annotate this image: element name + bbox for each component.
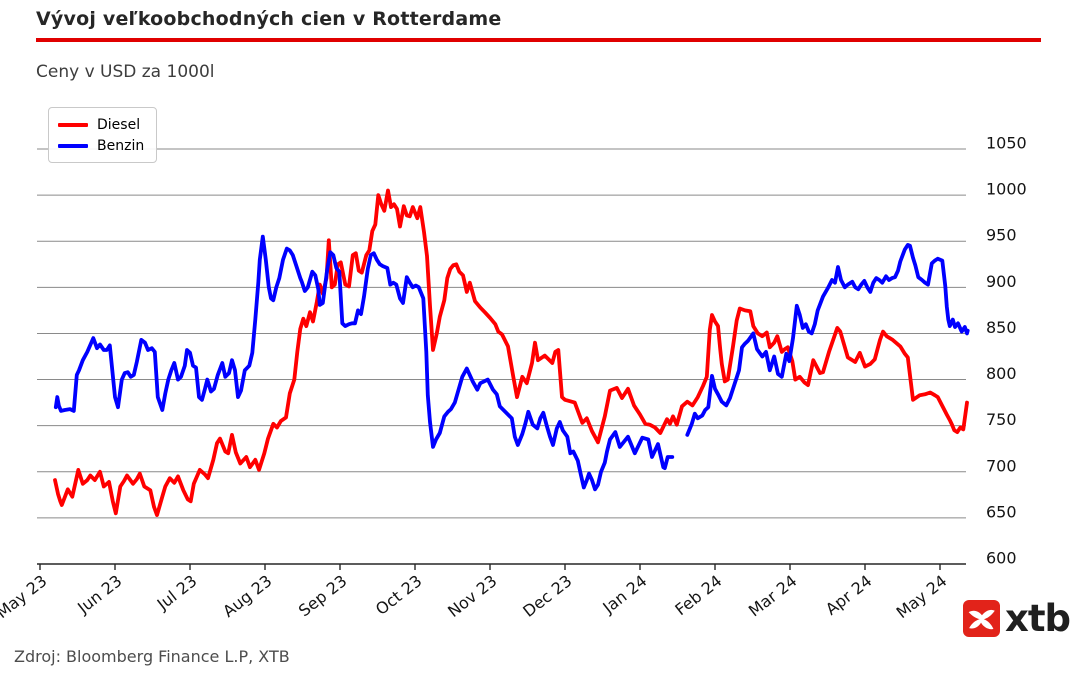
page-title: Vývoj veľkoobchodných cien v Rotterdame — [36, 8, 502, 30]
y-tick-label: 800 — [986, 364, 1017, 383]
title-underline — [36, 38, 1041, 42]
y-tick-label: 700 — [986, 456, 1017, 475]
x-tick-label: May 24 — [893, 571, 951, 622]
diesel-line-swatch — [58, 122, 88, 127]
x-tick-label: Sep 23 — [295, 571, 351, 620]
y-tick-label: 650 — [986, 502, 1017, 521]
xtb-logo-text: xtb — [1005, 597, 1071, 640]
y-tick-label: 1050 — [986, 134, 1027, 153]
y-tick-label: 600 — [986, 549, 1017, 568]
legend-item-diesel: Diesel — [58, 114, 144, 135]
x-tick-label: Nov 23 — [444, 571, 500, 621]
x-tick-label: Jan 24 — [598, 571, 650, 617]
source-note: Zdroj: Bloomberg Finance L.P, XTB — [14, 647, 290, 666]
xtb-logo: xtb — [963, 597, 1071, 640]
x-tick-label: Apr 24 — [822, 571, 876, 619]
chart-legend: Diesel Benzin — [48, 107, 158, 163]
x-tick-label: Jul 23 — [153, 571, 201, 614]
y-tick-label: 850 — [986, 318, 1017, 337]
y-tick-label: 950 — [986, 226, 1017, 245]
legend-label-benzin: Benzin — [97, 137, 145, 154]
x-tick-label: Feb 24 — [671, 571, 725, 619]
diesel-line — [53, 188, 969, 517]
y-tick-label: 750 — [986, 410, 1017, 429]
xtb-logo-badge — [963, 600, 1000, 637]
x-tick-label: Mar 24 — [745, 571, 801, 620]
chart-subtitle: Ceny v USD za 1000l — [36, 62, 215, 82]
x-tick-label: Jun 23 — [73, 571, 125, 618]
legend-label-diesel: Diesel — [97, 116, 141, 133]
legend-item-benzin: Benzin — [58, 135, 144, 156]
x-tick-label: May 23 — [0, 571, 50, 622]
y-tick-label: 900 — [986, 272, 1017, 291]
x-tick-label: Dec 23 — [519, 571, 575, 621]
y-tick-label: 1000 — [986, 180, 1027, 199]
x-tick-label: Oct 23 — [372, 571, 426, 619]
benzin-line — [685, 242, 970, 437]
x-tick-label: Aug 23 — [219, 571, 275, 621]
benzin-line — [53, 234, 675, 492]
benzin-line-swatch — [58, 143, 88, 148]
xtb-x-icon — [968, 609, 995, 630]
